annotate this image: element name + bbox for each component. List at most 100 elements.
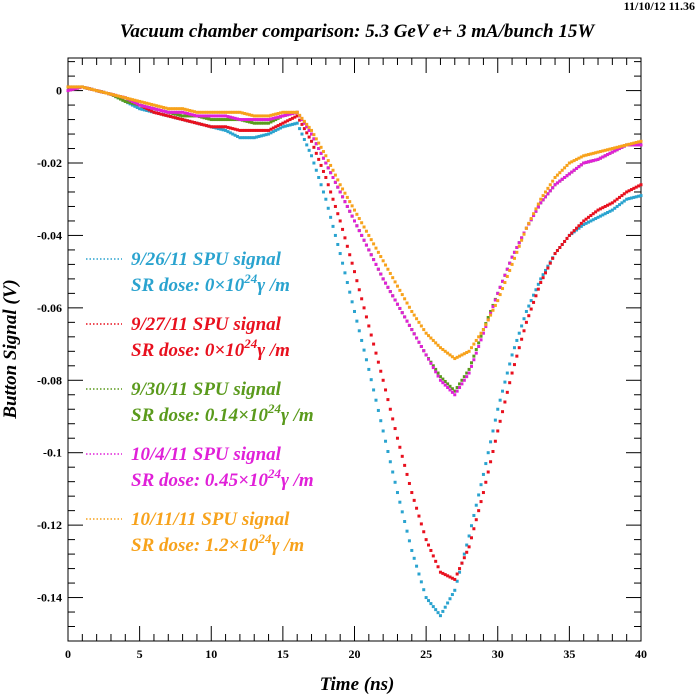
series-dot: [460, 378, 464, 382]
series-dot: [159, 109, 163, 113]
y-axis-label: Button Signal (V): [0, 279, 21, 419]
series-dot: [455, 579, 459, 583]
series-dot: [634, 185, 638, 189]
series-dot: [71, 85, 75, 89]
series-dot: [78, 85, 82, 89]
data-point: [281, 121, 285, 125]
series-dot: [73, 85, 77, 89]
series-dot: [364, 243, 368, 247]
series-dot: [598, 207, 602, 211]
data-point: [481, 328, 485, 332]
series-dot: [221, 114, 225, 118]
series-dot: [379, 255, 383, 259]
legend-label: 10/11/11 SPU signal: [131, 509, 290, 530]
series-dot: [536, 202, 540, 206]
series-dot: [298, 127, 302, 131]
series-dot: [164, 106, 168, 110]
y-tick-label: -0.06: [37, 301, 62, 315]
series-dot: [419, 344, 423, 348]
series-dot: [534, 209, 538, 213]
series-dot: [274, 112, 278, 116]
series-dot: [558, 171, 562, 175]
series-dot: [501, 410, 505, 414]
data-point: [438, 614, 442, 618]
data-point: [267, 132, 271, 136]
series-dot: [216, 110, 220, 114]
data-point: [123, 99, 127, 103]
x-tick-label: 25: [420, 647, 432, 661]
series-dot: [243, 112, 247, 116]
series-dot: [419, 580, 423, 584]
series-dot: [200, 122, 204, 126]
series-dot: [403, 463, 407, 467]
series-dot: [503, 281, 507, 285]
data-point: [639, 183, 643, 187]
series-dot: [577, 224, 581, 228]
series-dot: [162, 113, 165, 117]
series-2: [66, 85, 643, 581]
series-dot: [173, 116, 177, 120]
series-dot: [627, 197, 631, 201]
series-dot: [286, 113, 290, 117]
x-axis-label: Time (ns): [320, 674, 395, 695]
series-dot: [462, 552, 466, 556]
series-dot: [486, 451, 490, 455]
series-dot: [493, 439, 497, 443]
data-point: [281, 110, 285, 114]
data-point: [95, 89, 99, 93]
series-dot: [529, 299, 533, 303]
series-dot: [429, 361, 433, 365]
series-dot: [563, 166, 567, 170]
series-dot: [221, 128, 225, 132]
series-dot: [319, 151, 323, 155]
data-point: [138, 99, 142, 103]
series-dot: [450, 355, 454, 359]
series-dot: [520, 324, 524, 328]
data-point: [395, 436, 399, 440]
series-dot: [606, 153, 610, 157]
series-dot: [207, 110, 211, 114]
series-dot: [634, 143, 638, 147]
series-dot: [491, 429, 495, 433]
series-dot: [250, 118, 254, 122]
data-point: [453, 393, 457, 397]
series-dot: [460, 561, 464, 565]
series-dot: [372, 258, 376, 262]
data-point: [181, 118, 185, 122]
x-tick-label: 10: [205, 647, 217, 661]
series-dot: [68, 88, 72, 92]
series-dot: [228, 126, 232, 130]
series-dot: [589, 159, 593, 163]
data-point: [567, 172, 571, 176]
series-dot: [204, 114, 208, 118]
series-dot: [446, 382, 450, 386]
series-dot: [527, 304, 531, 308]
series-dot: [503, 273, 507, 277]
series-dot: [577, 226, 581, 230]
series-dot: [615, 197, 619, 201]
data-point: [496, 429, 500, 433]
data-point: [539, 201, 543, 205]
series-dot: [119, 97, 123, 101]
series-dot: [345, 281, 349, 285]
data-point: [524, 320, 528, 324]
series-dot: [629, 188, 633, 192]
x-tick-label: 35: [563, 647, 575, 661]
series-dot: [632, 141, 636, 145]
data-point: [152, 107, 156, 111]
data-point: [524, 226, 528, 230]
series-dot: [329, 163, 333, 167]
series-dot: [586, 215, 590, 219]
series-dot: [458, 567, 462, 571]
series-dot: [236, 128, 240, 132]
series-dot: [386, 398, 390, 402]
series-dot: [458, 570, 462, 574]
series-dot: [558, 179, 562, 183]
series-dot: [369, 238, 373, 242]
series-dot: [99, 90, 103, 94]
series-dot: [398, 288, 402, 292]
series-dot: [157, 104, 161, 108]
series-dot: [551, 256, 555, 260]
data-point: [324, 175, 328, 179]
data-point: [166, 110, 170, 114]
